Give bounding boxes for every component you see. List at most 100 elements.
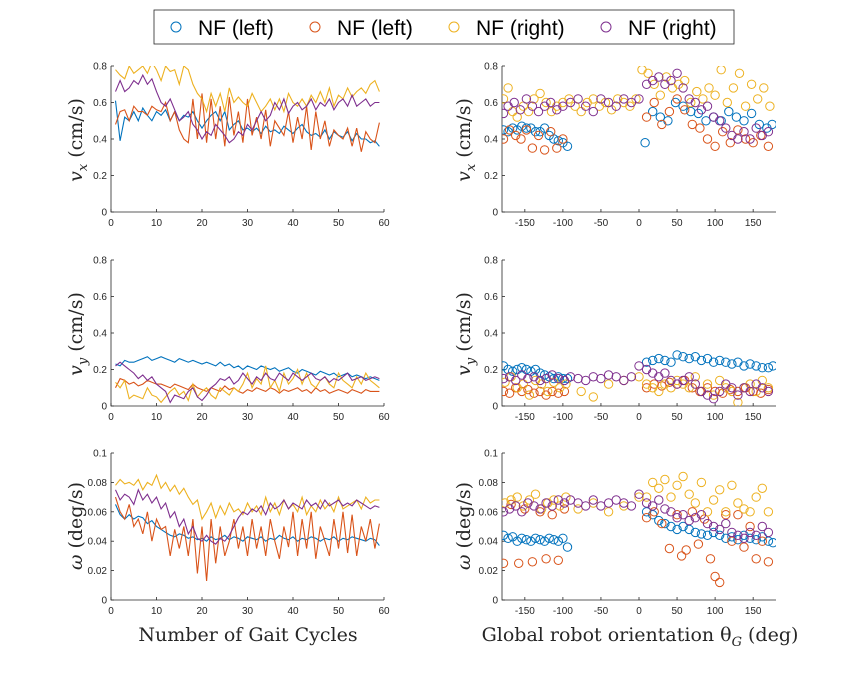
scatter-point (745, 521, 755, 532)
y-tick-label: 0.6 (93, 292, 107, 303)
x-tick-label: 10 (151, 606, 163, 617)
scatter-point (530, 489, 541, 499)
scatter-point (637, 66, 647, 75)
scatter-point (678, 521, 688, 532)
x-tick-label: 60 (378, 412, 390, 423)
scatter-point (733, 530, 743, 540)
scatter-point (553, 555, 563, 565)
scatter-point (657, 119, 667, 130)
scatter-point (502, 498, 510, 508)
y-tick-label: 0.2 (484, 365, 498, 376)
scatter-point (733, 357, 743, 367)
scatter-point (753, 94, 763, 104)
scatter-point (553, 373, 563, 384)
scatter-point (672, 480, 682, 490)
scatter-point (763, 141, 774, 152)
scatter-point (502, 134, 509, 144)
scatter-point (716, 66, 726, 75)
scatter-point (708, 495, 719, 505)
series-points-4 (502, 489, 774, 543)
scatter-point (690, 97, 700, 108)
scatter-point (721, 357, 731, 367)
scatter-point (516, 134, 526, 144)
scatter-point (527, 143, 538, 153)
y-tick-label: 0.2 (484, 171, 498, 182)
scatter-point (686, 106, 696, 117)
scatter-point (535, 375, 545, 386)
scatter-point (759, 83, 769, 93)
series-points-2 (502, 94, 774, 155)
scatter-point (502, 558, 509, 568)
y-tick-label: 0.02 (88, 566, 108, 577)
scatter-point (562, 542, 573, 552)
scatter-point (710, 90, 720, 100)
scatter-point (641, 112, 652, 122)
legend-entry-2: NF (left) (309, 17, 413, 40)
scatter-point (654, 72, 664, 82)
scatter-point (530, 533, 541, 543)
series-points-4 (502, 361, 774, 404)
y-tick-label: 0.6 (93, 98, 107, 109)
scatter-point (727, 359, 737, 369)
scatter-point (553, 495, 563, 505)
subplot-vy-cycles: 0 0.2 0.4 0.6 0.8 0 10 20 30 40 50 60 (93, 256, 390, 424)
scatter-point (546, 97, 556, 108)
scatter-point (684, 489, 694, 499)
scatter-point (763, 384, 774, 395)
scatter-point (763, 557, 774, 567)
scatter-point (588, 495, 598, 505)
scatter-point (721, 533, 731, 543)
series-line-4 (115, 361, 380, 404)
scatter-point (619, 375, 629, 386)
scatter-point (718, 388, 728, 398)
scatter-point (733, 498, 743, 508)
scatter-point (565, 372, 576, 382)
scatter-point (666, 507, 676, 517)
scatter-point (641, 357, 652, 367)
scatter-point (552, 143, 562, 153)
scatter-point (518, 501, 528, 511)
scatter-point (641, 513, 652, 523)
plot-area (115, 356, 380, 404)
x-tick-label: 0 (108, 218, 114, 229)
x-tick-label: 30 (242, 412, 254, 423)
axes-frame (110, 453, 384, 601)
scatter-point (757, 363, 767, 373)
scatter-point (573, 373, 583, 384)
scatter-point (660, 355, 670, 366)
scatter-point (687, 507, 697, 517)
scatter-point (648, 501, 658, 511)
plot-area (502, 66, 776, 155)
subplot-vx-cycles: 0 0.2 0.4 0.6 0.8 0 10 20 30 40 50 60 (93, 62, 390, 230)
series-line-3 (115, 473, 380, 521)
scatter-point (739, 530, 749, 540)
scatter-point (708, 394, 719, 404)
scatter-point (514, 558, 524, 568)
scatter-point (603, 370, 614, 380)
scatter-point (757, 483, 767, 493)
axes-frame (501, 260, 776, 407)
scatter-point (702, 379, 713, 389)
scatter-point (678, 352, 688, 362)
scatter-point (558, 134, 568, 144)
scatter-point (517, 507, 527, 517)
scatter-point (503, 533, 513, 543)
scatter-point (696, 510, 707, 520)
scatter-point (756, 388, 766, 398)
scatter-point (603, 379, 614, 389)
legend-marker-1 (170, 21, 182, 33)
scatter-point (508, 106, 518, 117)
x-tick-label: 40 (287, 218, 299, 229)
series-line-2 (114, 496, 380, 581)
plot-area (502, 350, 776, 406)
series-points-1 (502, 507, 776, 552)
scatter-point (581, 101, 591, 111)
scatter-point (558, 101, 568, 111)
y-tick-label: 0.1 (93, 449, 107, 460)
scatter-point (727, 383, 737, 393)
scatter-point (763, 527, 774, 538)
plot-area (114, 473, 380, 581)
scatter-point (529, 501, 539, 511)
x-tick-label: 50 (671, 218, 683, 229)
scatter-point (655, 112, 665, 122)
